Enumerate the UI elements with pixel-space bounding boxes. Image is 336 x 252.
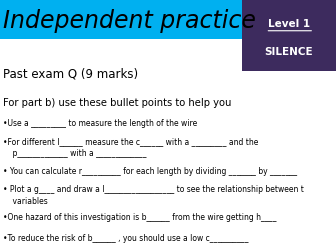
Text: • Plot a g____ and draw a l__________________ to see the relationship between t
: • Plot a g____ and draw a l_____________… (3, 184, 304, 206)
Text: For part b) use these bullet points to help you: For part b) use these bullet points to h… (3, 98, 232, 108)
Text: •One hazard of this investigation is b______ from the wire getting h____: •One hazard of this investigation is b__… (3, 213, 277, 223)
Text: •For different l______ measure the c______ with a _________ and the
    p_______: •For different l______ measure the c____… (3, 137, 259, 158)
Text: Past exam Q (9 marks): Past exam Q (9 marks) (3, 68, 138, 81)
Text: •Use a _________ to measure the length of the wire: •Use a _________ to measure the length o… (3, 119, 198, 128)
Text: Independent practice: Independent practice (3, 9, 256, 33)
Text: • You can calculate r__________ for each length by dividing _______ by _______: • You can calculate r__________ for each… (3, 167, 297, 176)
Text: •To reduce the risk of b______ , you should use a low c__________: •To reduce the risk of b______ , you sho… (3, 234, 249, 243)
FancyBboxPatch shape (242, 0, 336, 71)
Text: SILENCE: SILENCE (265, 47, 313, 57)
FancyBboxPatch shape (0, 0, 242, 39)
Text: Level 1: Level 1 (268, 19, 310, 29)
